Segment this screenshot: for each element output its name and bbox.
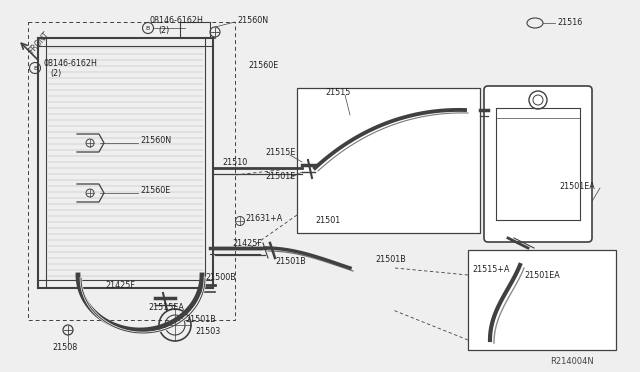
Text: (2): (2) bbox=[158, 26, 169, 35]
Text: 21501EA: 21501EA bbox=[524, 270, 560, 279]
Text: FRONT: FRONT bbox=[27, 30, 51, 55]
Text: 21515: 21515 bbox=[325, 87, 350, 96]
Text: 08146-6162H: 08146-6162H bbox=[43, 58, 97, 67]
FancyBboxPatch shape bbox=[484, 86, 592, 242]
Text: 21501EA: 21501EA bbox=[559, 182, 595, 190]
Text: 21501B: 21501B bbox=[185, 315, 216, 324]
Text: 21560E: 21560E bbox=[248, 61, 278, 70]
Text: 21515+A: 21515+A bbox=[472, 266, 509, 275]
Text: R214004N: R214004N bbox=[550, 357, 594, 366]
Text: 21631+A: 21631+A bbox=[245, 214, 282, 222]
Text: 21560E: 21560E bbox=[140, 186, 170, 195]
Text: 21500B: 21500B bbox=[205, 273, 236, 282]
Text: 21508: 21508 bbox=[52, 343, 77, 353]
Text: 21560N: 21560N bbox=[237, 16, 268, 25]
Text: 21425F: 21425F bbox=[105, 280, 135, 289]
Bar bbox=[297, 88, 480, 233]
Text: 21515EA: 21515EA bbox=[148, 304, 184, 312]
Text: 21501: 21501 bbox=[315, 215, 340, 224]
Text: 21560N: 21560N bbox=[140, 135, 171, 144]
Text: 21501B: 21501B bbox=[275, 257, 306, 266]
Text: 21510: 21510 bbox=[222, 157, 247, 167]
Text: B: B bbox=[33, 65, 37, 71]
Text: 21503: 21503 bbox=[195, 327, 220, 337]
Text: 08146-6162H: 08146-6162H bbox=[150, 16, 204, 25]
Text: 21515E: 21515E bbox=[265, 148, 296, 157]
Bar bbox=[468, 250, 616, 350]
Text: 21501E: 21501E bbox=[265, 171, 295, 180]
Text: (2): (2) bbox=[50, 68, 61, 77]
Text: 21425F: 21425F bbox=[232, 238, 262, 247]
Text: 21516: 21516 bbox=[557, 17, 582, 26]
Text: B: B bbox=[146, 26, 150, 31]
Text: 21501B: 21501B bbox=[375, 256, 406, 264]
Bar bbox=[28, 22, 235, 320]
